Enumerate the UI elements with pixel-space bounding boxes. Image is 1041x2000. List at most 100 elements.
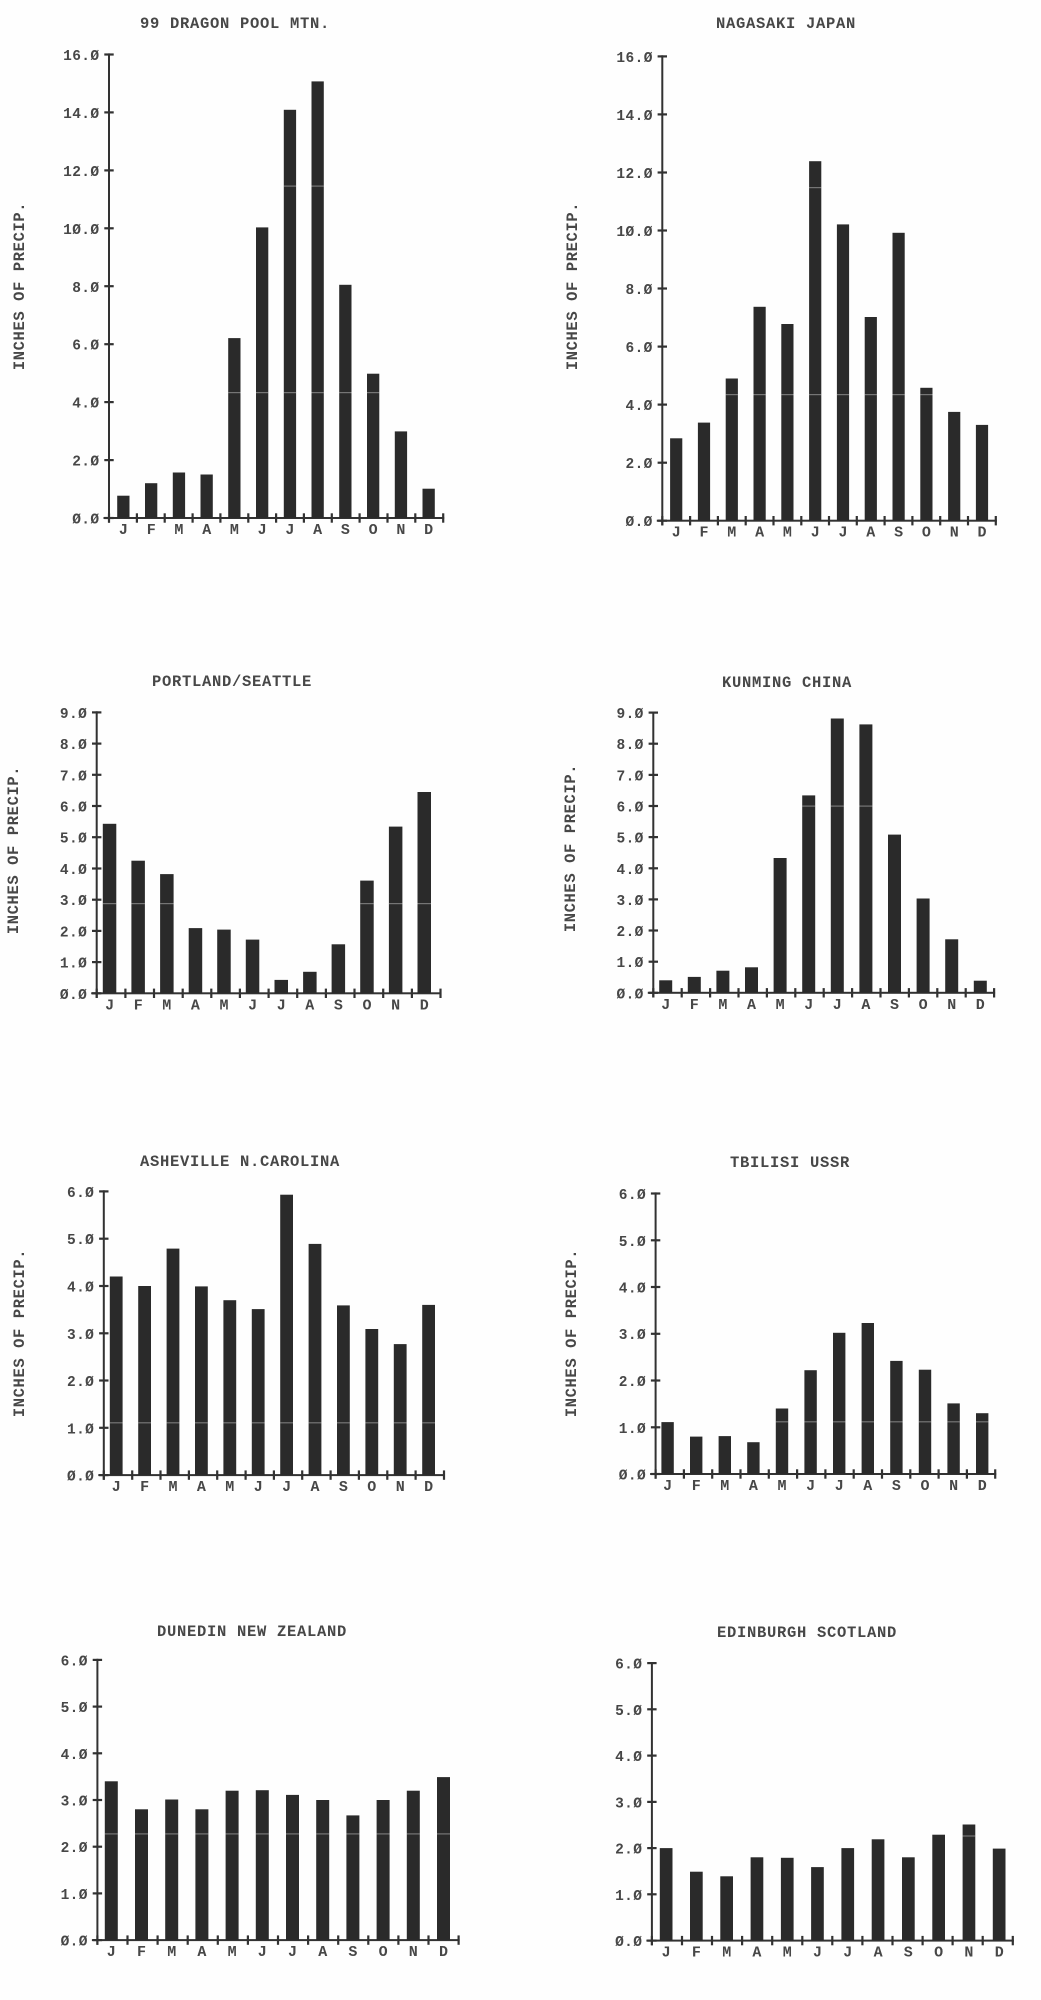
svg-text:J: J [843, 1945, 852, 1962]
svg-text:3.Ø: 3.Ø [67, 1328, 94, 1344]
svg-text:A: A [863, 1478, 872, 1495]
svg-text:2.Ø: 2.Ø [60, 925, 87, 941]
svg-text:INCHES OF PRECIP.: INCHES OF PRECIP. [11, 202, 29, 370]
svg-text:A: A [310, 1479, 319, 1496]
svg-text:14.Ø: 14.Ø [616, 109, 652, 125]
svg-text:N: N [950, 525, 959, 542]
svg-text:8.Ø: 8.Ø [72, 281, 99, 297]
svg-text:1.Ø: 1.Ø [616, 956, 643, 972]
svg-text:J: J [813, 1945, 822, 1962]
svg-text:M: M [162, 997, 171, 1014]
svg-text:6.Ø: 6.Ø [61, 1654, 88, 1670]
svg-text:2.Ø: 2.Ø [616, 925, 643, 941]
svg-text:6.Ø: 6.Ø [67, 1186, 94, 1202]
svg-text:4.Ø: 4.Ø [72, 397, 99, 413]
svg-text:O: O [922, 525, 931, 542]
svg-text:TBILISI USSR: TBILISI USSR [730, 1154, 850, 1172]
svg-text:F: F [134, 997, 143, 1014]
svg-text:1.Ø: 1.Ø [615, 1889, 642, 1905]
svg-text:F: F [692, 1478, 701, 1495]
svg-text:1.Ø: 1.Ø [619, 1422, 646, 1438]
svg-text:J: J [285, 522, 294, 539]
svg-text:A: A [197, 1944, 206, 1961]
svg-text:M: M [228, 1944, 237, 1961]
svg-text:Ø.Ø: Ø.Ø [619, 1469, 646, 1485]
svg-text:J: J [811, 525, 820, 542]
svg-text:6.Ø: 6.Ø [616, 801, 643, 817]
svg-text:2.Ø: 2.Ø [72, 455, 99, 471]
svg-text:A: A [202, 522, 211, 539]
svg-text:F: F [699, 525, 708, 542]
svg-text:A: A [866, 525, 875, 542]
svg-text:N: N [949, 1478, 958, 1495]
svg-text:5.Ø: 5.Ø [60, 832, 87, 848]
svg-text:4.Ø: 4.Ø [61, 1748, 88, 1764]
svg-text:INCHES OF PRECIP.: INCHES OF PRECIP. [563, 1249, 581, 1417]
svg-text:EDINBURGH SCOTLAND: EDINBURGH SCOTLAND [717, 1624, 897, 1642]
svg-text:F: F [692, 1945, 701, 1962]
svg-text:A: A [874, 1945, 883, 1962]
svg-text:M: M [167, 1944, 176, 1961]
svg-text:ASHEVILLE N.CAROLINA: ASHEVILLE N.CAROLINA [140, 1153, 340, 1171]
svg-text:4.Ø: 4.Ø [619, 1282, 646, 1298]
svg-text:M: M [219, 997, 228, 1014]
svg-text:A: A [755, 525, 764, 542]
svg-text:DUNEDIN NEW ZEALAND: DUNEDIN NEW ZEALAND [157, 1623, 347, 1641]
svg-text:D: D [439, 1944, 448, 1961]
svg-text:J: J [258, 522, 267, 539]
svg-text:M: M [718, 997, 727, 1014]
svg-text:D: D [424, 522, 433, 539]
svg-text:O: O [920, 1478, 929, 1495]
svg-text:9.Ø: 9.Ø [60, 707, 87, 723]
svg-text:1.Ø: 1.Ø [60, 957, 87, 973]
svg-text:INCHES OF PRECIP.: INCHES OF PRECIP. [562, 764, 580, 932]
svg-text:4.Ø: 4.Ø [625, 399, 652, 415]
svg-text:D: D [420, 997, 429, 1014]
svg-text:S: S [348, 1944, 357, 1961]
svg-text:16.Ø: 16.Ø [616, 51, 652, 67]
svg-text:J: J [282, 1479, 291, 1496]
svg-text:S: S [892, 1478, 901, 1495]
svg-text:Ø.Ø: Ø.Ø [67, 1470, 94, 1486]
svg-text:M: M [225, 1479, 234, 1496]
svg-text:3.Ø: 3.Ø [619, 1328, 646, 1344]
svg-text:A: A [752, 1945, 761, 1962]
svg-text:5.Ø: 5.Ø [67, 1233, 94, 1249]
svg-text:6.Ø: 6.Ø [60, 801, 87, 817]
svg-text:O: O [369, 522, 378, 539]
svg-text:7.Ø: 7.Ø [616, 769, 643, 785]
svg-text:M: M [722, 1945, 731, 1962]
svg-text:1Ø.Ø: 1Ø.Ø [63, 223, 99, 239]
svg-text:J: J [258, 1944, 267, 1961]
svg-text:J: J [833, 997, 842, 1014]
svg-text:J: J [248, 997, 257, 1014]
svg-text:N: N [391, 997, 400, 1014]
svg-text:O: O [367, 1479, 376, 1496]
svg-text:1Ø.Ø: 1Ø.Ø [616, 225, 652, 241]
svg-text:J: J [804, 997, 813, 1014]
svg-text:4.Ø: 4.Ø [60, 863, 87, 879]
svg-text:Ø.Ø: Ø.Ø [625, 515, 652, 531]
svg-text:J: J [254, 1479, 263, 1496]
svg-text:KUNMING CHINA: KUNMING CHINA [722, 674, 852, 692]
svg-text:Ø.Ø: Ø.Ø [60, 988, 87, 1004]
svg-text:M: M [783, 525, 792, 542]
svg-text:A: A [861, 997, 870, 1014]
svg-text:M: M [777, 1478, 786, 1495]
svg-text:2.Ø: 2.Ø [67, 1375, 94, 1391]
svg-text:O: O [362, 997, 371, 1014]
svg-text:Ø.Ø: Ø.Ø [72, 513, 99, 529]
svg-text:F: F [137, 1944, 146, 1961]
svg-text:2.Ø: 2.Ø [619, 1375, 646, 1391]
svg-text:J: J [661, 997, 670, 1014]
svg-text:S: S [894, 525, 903, 542]
svg-text:D: D [976, 997, 985, 1014]
svg-text:A: A [191, 997, 200, 1014]
svg-text:2.Ø: 2.Ø [625, 457, 652, 473]
svg-text:5.Ø: 5.Ø [616, 832, 643, 848]
svg-text:J: J [112, 1479, 121, 1496]
svg-text:J: J [663, 1478, 672, 1495]
svg-text:S: S [890, 997, 899, 1014]
svg-text:6.Ø: 6.Ø [619, 1188, 646, 1204]
svg-text:16.Ø: 16.Ø [63, 49, 99, 65]
